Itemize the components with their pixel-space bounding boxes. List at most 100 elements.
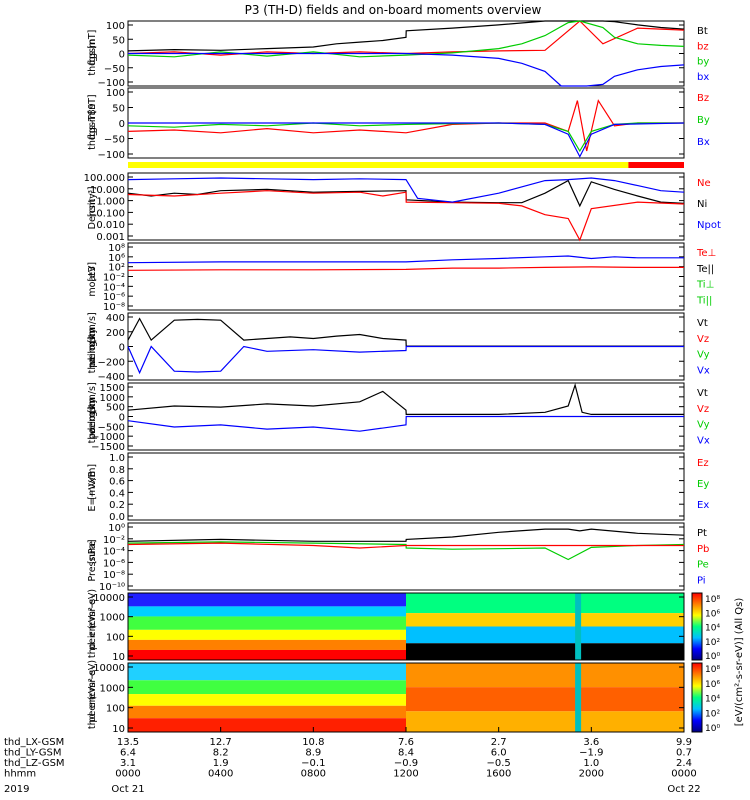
spectrogram-band (406, 626, 684, 644)
y-tick-label: 400 (106, 313, 125, 324)
spectrogram-band (128, 649, 406, 660)
year-label: 2019 (4, 784, 29, 795)
y-axis-label-line: [nPa] (87, 539, 98, 564)
legend-entry: Vz (697, 334, 709, 345)
spectrogram-band (406, 663, 684, 688)
legend-entry: bx (697, 72, 709, 83)
x-row-label: hhmm (4, 769, 36, 780)
y-tick-label: −100 (98, 78, 125, 89)
colorbar-tick-label: 10⁶ (705, 609, 720, 619)
y-axis-label-line: thd (87, 60, 98, 76)
y-tick-label: 50 (112, 35, 125, 46)
y-axis-label: moat3[eV] (87, 262, 98, 297)
x-row-value: 8.9 (305, 748, 321, 759)
spectrogram-peir (128, 593, 684, 660)
date-label: Oct 21 (111, 784, 144, 795)
y-tick-label: 10⁻⁶ (103, 558, 125, 569)
y-tick-label: 0.010 (96, 220, 125, 231)
y-axis-label-line: [cm⁻³] (87, 186, 98, 217)
legend-entry: Pb (697, 544, 709, 555)
x-row-value: 1.0 (583, 758, 599, 769)
series-temp-Te⊥ (127, 266, 684, 271)
spectrogram-band (128, 606, 406, 617)
panel-frame (127, 592, 685, 661)
y-axis-label-line: velocity (87, 398, 98, 436)
x-row-value: −0.9 (394, 758, 418, 769)
y-tick-label: 100.000 (84, 173, 125, 184)
spectrogram-peer (128, 663, 684, 732)
spectrogram-band (128, 663, 406, 681)
series-peem-vel-Vx (127, 415, 684, 432)
panel-frame (127, 452, 685, 521)
x-row-value: 0800 (301, 769, 326, 780)
x-row-value: 0000 (115, 769, 140, 780)
y-axis-label-line: fgs (87, 125, 98, 139)
y-tick-label: 1000 (100, 683, 125, 694)
legend-entry: Bt (697, 26, 708, 37)
x-row-value: 6.0 (491, 748, 507, 759)
legend-entry: Vt (697, 388, 708, 399)
y-tick-label: 1000 (100, 393, 125, 404)
colorbar-tick-label: 10⁴ (705, 695, 720, 705)
x-row-value: 2.4 (676, 758, 692, 769)
y-tick-label: 10⁰ (108, 523, 125, 534)
y-tick-label: 10⁻² (103, 535, 125, 546)
y-tick-label: 100 (106, 632, 125, 643)
y-tick-label: 0 (119, 119, 125, 130)
x-row-value: 0400 (208, 769, 233, 780)
y-tick-label: 1500 (100, 383, 125, 394)
y-tick-label: 100 (106, 21, 125, 32)
x-row-value: −1.9 (579, 748, 603, 759)
y-axis-label-line: en (87, 625, 98, 637)
x-row-label: thd_LZ-GSM (4, 758, 65, 769)
mode-bar (128, 162, 684, 168)
y-axis-label-line: Pressure (87, 541, 98, 582)
series-peem-vel-Vt (127, 382, 684, 415)
series-fgs-dsl-Bz (127, 99, 684, 152)
x-row-value: −0.1 (301, 758, 325, 769)
panel-efield: 1.00.80.60.40.20.0 E=−VxB[mV/m] Ez Ey Ex (87, 452, 709, 523)
x-row-label: thd_LX-GSM (4, 737, 64, 748)
x-row-value: 9.9 (676, 737, 692, 748)
x-row-value: 3.6 (583, 737, 599, 748)
spectrogram-band (128, 680, 406, 695)
series-peim-vel-Vx (127, 345, 684, 375)
y-tick-label: 0.8 (109, 465, 125, 476)
y-axis-label-line: Density (87, 193, 98, 229)
x-row-label: thd_LY-GSM (4, 748, 61, 759)
series-fgs-bz (127, 20, 685, 56)
y-axis-label-line: fgs (87, 51, 98, 65)
y-tick-label: 50 (112, 104, 125, 115)
spectrogram-band (128, 705, 406, 719)
series-density-Ne (127, 190, 685, 242)
spectrogram-band (406, 687, 684, 712)
colorbar-strip (691, 662, 703, 733)
legend-entry: by (697, 57, 709, 68)
colorbar-tick-label: 10⁰ (705, 652, 720, 662)
y-axis-label-line: (cm²-s- (87, 595, 98, 629)
y-tick-label: 200 (106, 328, 125, 339)
y-axis-label-line: gsm (87, 39, 98, 59)
y-tick-label: 0.0 (109, 512, 125, 523)
series-fgs-dsl-Bx (128, 122, 685, 158)
y-axis-label-line: [km/s] (87, 312, 98, 342)
date-label: Oct 22 (667, 784, 700, 795)
series-pressure-Pe (127, 541, 685, 561)
colorbar-strip (691, 592, 703, 661)
y-axis-label-line: velocity (87, 328, 98, 366)
spectrogram-band (128, 593, 406, 607)
x-row-value: 1200 (393, 769, 418, 780)
y-axis-label: Pressure[nPa] (87, 539, 98, 581)
y-tick-label: 10² (108, 263, 125, 274)
series-temp-Ti⊥ (127, 255, 684, 264)
series-fgs-dsl-By (127, 122, 684, 153)
legend-entry: Bz (697, 93, 709, 104)
x-row-value: 0000 (671, 769, 696, 780)
